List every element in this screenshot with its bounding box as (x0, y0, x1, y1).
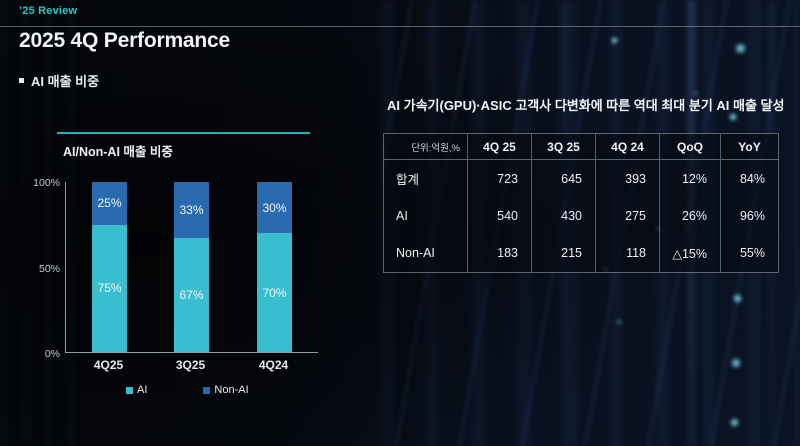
table-cell: 26% (659, 197, 720, 235)
table-header-cell: QoQ (659, 134, 720, 160)
table-cell: 430 (531, 197, 595, 235)
bar-3q25: 33% 67% (174, 182, 209, 352)
data-table: 단위:억원,% 4Q 25 3Q 25 4Q 24 QoQ YoY 합계 723 645 393 1… (383, 133, 779, 273)
table-cell: 96% (720, 197, 778, 235)
chart-legend: AI Non-AI (126, 384, 305, 396)
bar-value-label: 33% (179, 203, 204, 218)
bar-segment-non-ai: 30% (257, 182, 292, 233)
y-axis-tick: 50% (38, 263, 60, 275)
table-header-cell: 3Q 25 (531, 134, 595, 160)
table-row-label: Non-AI (396, 246, 435, 261)
bar-4q24: 30% 70% (257, 182, 292, 352)
table-header-cell: YoY (720, 134, 778, 160)
top-divider-line (0, 26, 800, 27)
table-cell: 55% (720, 234, 778, 272)
table-header-cell: 4Q 24 (595, 134, 659, 160)
bar-segment-non-ai: 33% (174, 182, 209, 239)
table-cell: 723 (467, 160, 531, 198)
bars-area: 25% 75% 33% 67% 30% 70% (66, 182, 318, 352)
x-axis-labels: 4Q25 3Q25 4Q24 (65, 358, 318, 372)
legend-swatch (126, 386, 133, 394)
table-cell: 118 (595, 234, 659, 272)
legend-item-non-ai: Non-AI (203, 384, 249, 396)
bar-value-label: 70% (262, 285, 287, 300)
y-axis-tick: 0% (44, 348, 60, 360)
x-tick-label: 3Q25 (175, 358, 206, 372)
table-cell: 84% (720, 160, 778, 198)
bar-segment-non-ai: 25% (92, 182, 127, 225)
table-cell: 540 (467, 197, 531, 235)
table-row-label: 합계 (396, 173, 420, 188)
section-label: AI 매출 비중 (31, 74, 100, 89)
legend-label: Non-AI (214, 384, 249, 396)
legend-item-ai: AI (126, 384, 147, 396)
table-cell: 183 (467, 234, 531, 272)
bar-segment-ai: 67% (174, 238, 209, 352)
bar-4q25: 25% 75% (92, 182, 127, 352)
table-cell: 12% (659, 160, 720, 198)
table-cell: △15% (659, 234, 720, 272)
bar-value-label: 67% (179, 288, 204, 303)
bar-segment-ai: 70% (257, 233, 292, 352)
x-tick-label: 4Q24 (258, 358, 289, 372)
bar-segment-ai: 75% (92, 224, 127, 352)
bar-value-label: 30% (262, 200, 287, 215)
section-heading: AI 매출 비중 (19, 71, 99, 90)
square-bullet-icon (19, 78, 24, 83)
y-axis-tick: 100% (33, 177, 60, 189)
plot-area: 25% 75% 33% 67% 30% 70% (65, 182, 318, 353)
page-title: 2025 4Q Performance (19, 29, 230, 52)
key-message-headline: AI 가속기(GPU)·ASIC 고객사 다변화에 따른 역대 최대 분기 AI… (387, 98, 785, 113)
bar-value-label: 25% (97, 196, 122, 211)
legend-swatch (203, 386, 211, 394)
table-cell: 275 (595, 197, 659, 235)
chart-title: AI/Non-AI 매출 비중 (63, 145, 173, 159)
table-row-label: AI (396, 208, 408, 223)
table-cell: 393 (595, 160, 659, 198)
bar-value-label: 75% (97, 281, 122, 296)
table-cell: 215 (531, 234, 595, 272)
eyebrow-label: ’25 Review (19, 5, 78, 17)
table-cell: 645 (531, 160, 595, 198)
table-unit-label: 단위:억원,% (384, 134, 467, 160)
chart-accent-line (57, 132, 310, 134)
x-tick-label: 4Q25 (93, 358, 124, 372)
table-header-cell: 4Q 25 (467, 134, 531, 160)
legend-label: AI (137, 384, 148, 396)
